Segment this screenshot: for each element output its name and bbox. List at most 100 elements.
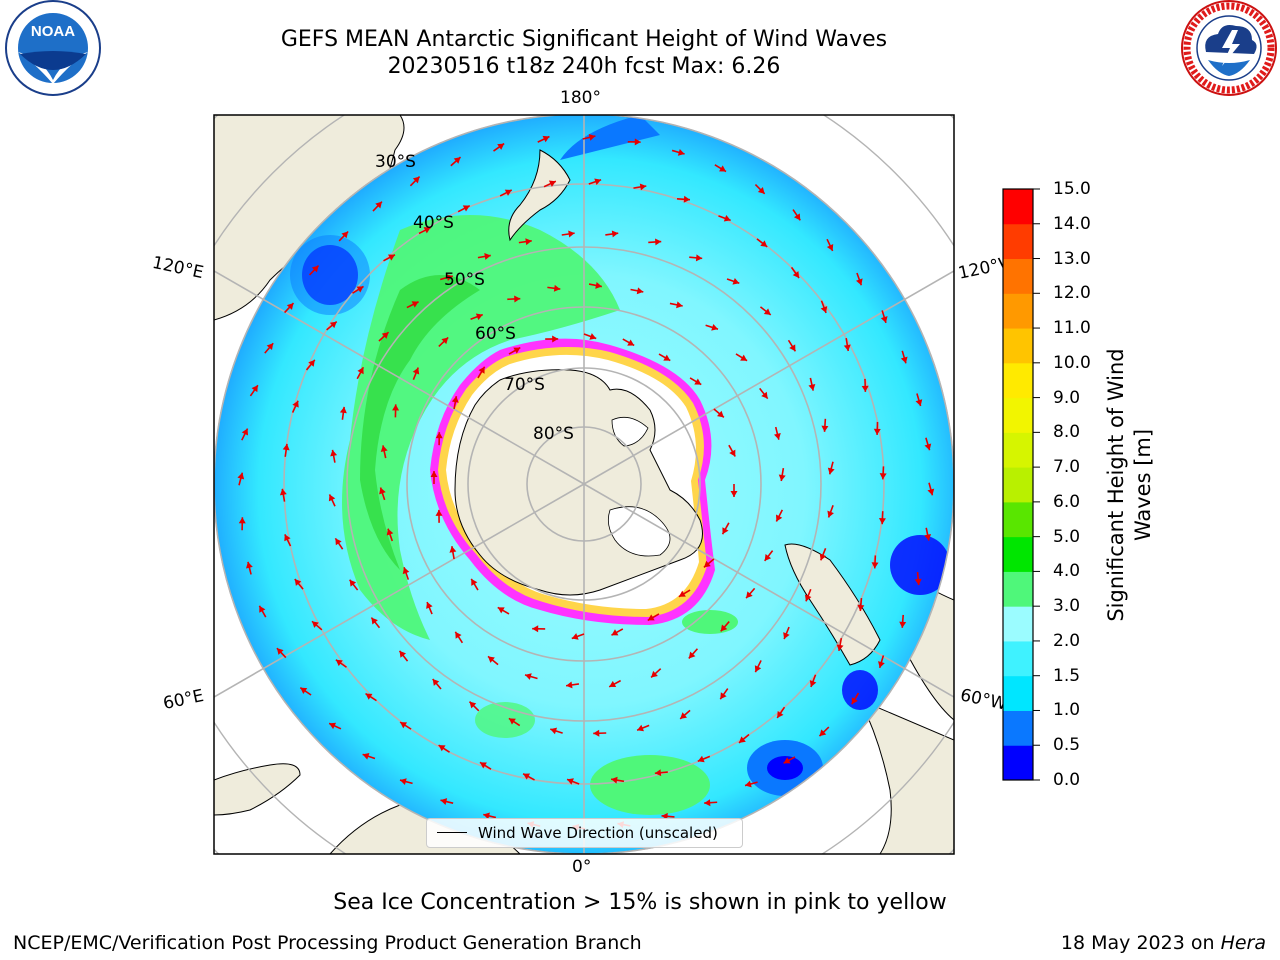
lon-label-0: 0°: [572, 857, 592, 877]
wave-arrow-head: [843, 344, 851, 352]
wave-arrow-head: [286, 303, 294, 310]
wave-arrow-head: [329, 722, 337, 730]
wave-arrow-head: [722, 527, 729, 535]
wave-arrow-head: [524, 673, 532, 680]
colorbar-bin: [1003, 189, 1033, 225]
wave-arrow-head: [900, 356, 908, 364]
wave-arrow-head: [379, 487, 386, 495]
colorbar-tick-label: 6.0: [1053, 491, 1081, 512]
colorbar-tick-label: 13.0: [1053, 248, 1091, 269]
wave-arrow-head: [680, 712, 688, 719]
wave-arrow-head: [878, 661, 885, 668]
wave-arrow-head: [924, 533, 932, 541]
colorbar-bin: [1003, 640, 1033, 677]
wave-arrow-head: [773, 432, 781, 440]
wave-arrow-head: [279, 488, 287, 496]
wave-arrow-head: [861, 385, 869, 392]
wave-arrow-head: [462, 205, 470, 212]
wave-arrow-head: [915, 399, 923, 406]
wave-arrow-head: [513, 347, 521, 354]
wave-arrow-head: [634, 138, 641, 146]
wave-arrow-head: [497, 143, 505, 150]
wave-arrow-head: [678, 590, 686, 597]
wave-arrow-head: [423, 227, 431, 234]
wave-arrow-head: [284, 534, 291, 542]
footer-date: 18 May 2023 on Hera: [1061, 932, 1266, 954]
wave-arrow-head: [451, 396, 459, 403]
wave-arrow-head: [819, 553, 827, 561]
wave-arrow-head: [292, 400, 299, 408]
colorbar-tick-label: 0.5: [1053, 735, 1081, 756]
wave-arrow-head: [677, 149, 685, 156]
wave-arrow-head: [440, 798, 448, 805]
wave-arrow-head: [878, 518, 886, 525]
colorbar-label: Significant Height of Wind Waves [m]: [1103, 348, 1157, 621]
wave-arrow-head: [251, 385, 258, 393]
colorbar-tick-label: 4.0: [1053, 561, 1081, 582]
wave-arrow-head: [455, 631, 462, 639]
wave-arrow-head: [794, 213, 801, 221]
colorbar-tick-label: 1.5: [1053, 665, 1081, 686]
colorbar-bin: [1003, 571, 1033, 607]
wave-arrow-head: [827, 510, 834, 518]
footer-date-text: 18 May 2023 on: [1060, 932, 1221, 954]
colorbar-tick-label: 15.0: [1053, 179, 1091, 199]
wave-arrow-head: [639, 183, 647, 191]
wave-arrow-head: [820, 306, 828, 313]
wave-arrow-head: [717, 410, 724, 418]
wave-arrow-head: [483, 812, 490, 820]
wave-arrow-head: [432, 679, 440, 686]
colorbar-tick-label: 1.0: [1053, 700, 1081, 721]
wave-arrow-head: [514, 295, 521, 303]
wave-arrow-head: [723, 214, 731, 222]
wave-arrow-head: [655, 238, 662, 246]
wave-arrow-head: [776, 514, 783, 522]
nws-logo: [1181, 0, 1277, 96]
wave-arrow-head: [819, 729, 827, 737]
wave-arrow-head: [446, 274, 453, 281]
colorbar-label-line2: Waves [m]: [1131, 428, 1155, 542]
colorbar-tick-label: 7.0: [1053, 457, 1081, 478]
colorbar-tick-label: 12.0: [1053, 283, 1091, 304]
wave-arrow-head: [651, 670, 658, 678]
wave-arrow-head: [688, 651, 696, 659]
colorbar-bin: [1003, 745, 1033, 781]
wave-arrow-head: [259, 605, 266, 613]
wave-arrow-head: [497, 607, 505, 614]
wave-arrow-head: [808, 384, 816, 391]
wave-arrow-head: [809, 680, 817, 687]
colorbar-bin: [1003, 223, 1033, 260]
wave-arrow-head: [873, 428, 881, 435]
wave-arrow-head: [449, 546, 457, 553]
wave-arrow-head: [339, 406, 347, 414]
wave-arrow-head: [611, 776, 618, 784]
wave-arrow-head: [237, 472, 245, 480]
wave-arrow-head: [609, 680, 617, 688]
colorbar-tick-label: 0.0: [1053, 770, 1081, 790]
noaa-logo: NOAA: [5, 0, 101, 96]
wave-arrow-head: [399, 650, 406, 658]
wave-arrow-head: [508, 718, 516, 725]
wave-arrow-head: [471, 578, 478, 586]
wave-arrow-head: [412, 367, 420, 375]
wave-arrow-head: [386, 528, 394, 536]
wave-arrow-head: [484, 252, 491, 260]
map-title: GEFS MEAN Antarctic Significant Height o…: [280, 27, 888, 52]
wave-arrow-head: [362, 752, 370, 760]
new-zealand: [508, 149, 571, 242]
wind-wave-arrows: [237, 133, 935, 831]
wave-arrow-head: [469, 701, 477, 709]
wave-arrow-head: [329, 321, 337, 329]
wave-arrow-head: [311, 265, 319, 273]
wave-arrow-head: [595, 281, 602, 289]
wave-arrow-head: [594, 178, 602, 186]
colorbar-tick-label: 9.0: [1053, 387, 1081, 408]
wave-arrow-head: [312, 621, 319, 628]
wave-arrow-head: [241, 428, 249, 436]
map-subtitle: 20230516 t18z 240h fcst Max: 6.26: [387, 54, 781, 79]
wave-arrow-head: [763, 308, 771, 315]
colorbar-tick-label: 2.0: [1053, 630, 1081, 651]
wave-arrow-head: [550, 727, 558, 735]
wave-arrow-head: [341, 231, 349, 239]
